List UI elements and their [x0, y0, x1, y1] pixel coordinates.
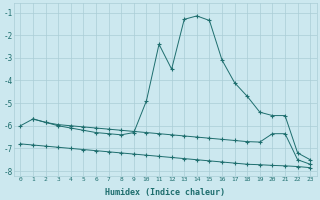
X-axis label: Humidex (Indice chaleur): Humidex (Indice chaleur) [105, 188, 225, 197]
